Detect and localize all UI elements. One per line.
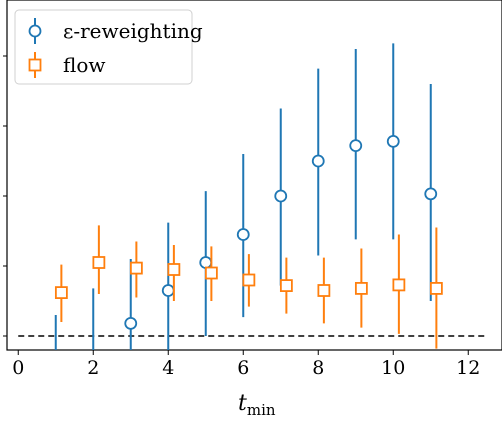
x-axis-label: tmin [238, 391, 276, 419]
data-point [92, 256, 106, 269]
x-tick-label: 10 [381, 357, 405, 379]
data-point [274, 189, 288, 203]
x-tick-label: 4 [162, 357, 174, 379]
data-point [317, 284, 331, 297]
data-point [236, 228, 250, 241]
data-point [424, 187, 438, 201]
x-axis-label-subscript: min [247, 401, 276, 419]
data-point [204, 266, 218, 280]
x-tick-label: 12 [456, 357, 480, 379]
legend-entry: flow [28, 52, 106, 78]
data-point [161, 284, 175, 297]
legend: ε-reweighting flow [14, 9, 203, 85]
data-point [242, 273, 256, 287]
data-point [354, 281, 368, 295]
x-axis-label-main: t [238, 391, 247, 416]
data-point [124, 316, 138, 330]
data-point [311, 154, 325, 168]
x-tick-label: 6 [237, 357, 249, 379]
data-point [199, 256, 213, 269]
plot-frame [6, 0, 502, 351]
data-point [349, 139, 363, 153]
data-point [54, 286, 68, 300]
data-point [429, 281, 443, 295]
data-point [392, 278, 406, 292]
legend-label: flow [63, 53, 106, 77]
legend-box [14, 9, 193, 85]
legend-entry: ε-reweighting [28, 18, 203, 44]
data-point [167, 263, 181, 276]
data-point [386, 134, 400, 148]
x-tick-label: 0 [12, 357, 24, 379]
series-epsilon-reweighting [54, 43, 438, 350]
legend-marker [28, 24, 42, 38]
data-point [279, 279, 293, 293]
data-point [129, 261, 143, 275]
legend-label: ε-reweighting [63, 19, 203, 43]
x-tick-label: 2 [87, 357, 99, 379]
legend-marker [28, 58, 42, 72]
x-tick-label: 8 [312, 357, 324, 379]
series-flow [54, 225, 443, 349]
